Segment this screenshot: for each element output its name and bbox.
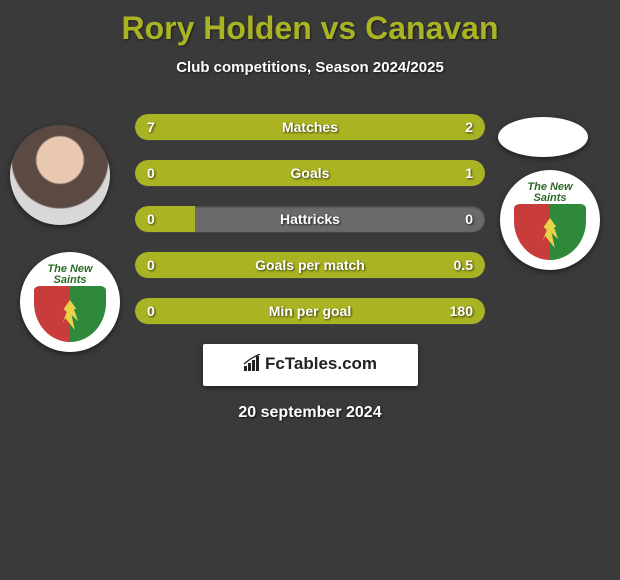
bar-value-right: 180 [450, 298, 473, 324]
page-title: Rory Holden vs Canavan [0, 0, 620, 47]
bar-label: Goals [291, 160, 330, 186]
bar-left-fill [135, 114, 408, 140]
bar-value-left: 0 [147, 206, 155, 232]
player2-club-badge: The New Saints [500, 170, 600, 270]
brand-text: FcTables.com [265, 354, 377, 373]
bar-value-left: 0 [147, 160, 155, 186]
bar-value-left: 7 [147, 114, 155, 140]
bar-label: Min per goal [269, 298, 351, 324]
bar-left-fill [135, 298, 195, 324]
bar-left-fill [135, 206, 195, 232]
bar-value-left: 0 [147, 252, 155, 278]
stats-bars: 7 Matches 2 0 Goals 1 0 Hattricks 0 0 Go… [135, 114, 485, 324]
player1-avatar [10, 125, 110, 225]
bar-label: Matches [282, 114, 338, 140]
bar-left-fill [135, 160, 195, 186]
bar-row-goals-per-match: 0 Goals per match 0.5 [135, 252, 485, 278]
bar-value-right: 2 [465, 114, 473, 140]
bar-value-right: 1 [465, 160, 473, 186]
club2-name-line2: Saints [533, 192, 566, 204]
bar-left-fill [135, 252, 195, 278]
bar-row-hattricks: 0 Hattricks 0 [135, 206, 485, 232]
chart-icon [243, 354, 263, 372]
bar-row-goals: 0 Goals 1 [135, 160, 485, 186]
bar-value-left: 0 [147, 298, 155, 324]
player1-club-badge: The New Saints [20, 252, 120, 352]
bar-label: Hattricks [280, 206, 340, 232]
bar-value-right: 0.5 [454, 252, 473, 278]
date-text: 20 september 2024 [0, 404, 620, 422]
bar-value-right: 0 [465, 206, 473, 232]
player2-avatar [498, 117, 588, 157]
bar-right-fill [408, 114, 485, 140]
brand-watermark: FcTables.com [203, 344, 418, 386]
bar-row-min-per-goal: 0 Min per goal 180 [135, 298, 485, 324]
bar-row-matches: 7 Matches 2 [135, 114, 485, 140]
bar-label: Goals per match [255, 252, 365, 278]
club1-name-line2: Saints [53, 274, 86, 286]
bar-right-fill [195, 160, 486, 186]
subtitle: Club competitions, Season 2024/2025 [0, 59, 620, 76]
